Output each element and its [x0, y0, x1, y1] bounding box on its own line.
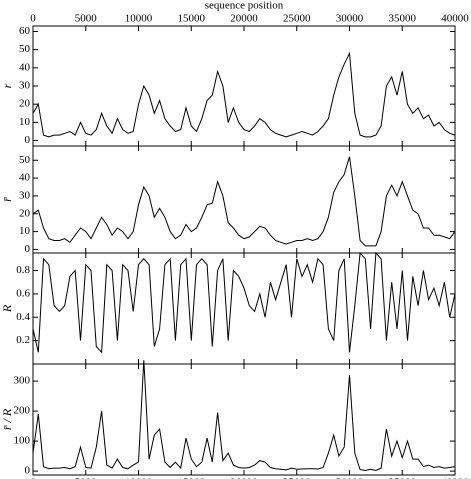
y-tick-label: 200 [14, 405, 31, 417]
x-tick-label: 20000 [230, 13, 258, 25]
y-tick-label: 50 [19, 43, 31, 55]
y-tick-label: 30 [19, 80, 31, 92]
x-tick-label: 10000 [125, 13, 153, 25]
y-tick-label: 20 [19, 98, 31, 110]
y-tick-label: 0.4 [16, 311, 30, 323]
x-tick-label: 25000 [283, 13, 311, 25]
x-tick-label: 25000 [283, 477, 311, 479]
y-tick-label: 0 [25, 465, 31, 477]
x-tick-label: 15000 [178, 13, 206, 25]
y-tick-label: 0 [25, 243, 31, 255]
x-tick-label: 30000 [336, 13, 364, 25]
y-tick-label: 40 [19, 61, 31, 73]
y-axis-label: r [0, 83, 14, 88]
y-axis-label: r̄ [0, 197, 14, 202]
y-tick-label: 60 [19, 25, 31, 37]
panel-frame [32, 252, 456, 365]
y-tick-label: 0.6 [16, 287, 30, 299]
x-tick-label: 40000 [441, 13, 469, 25]
data-line [32, 156, 456, 247]
y-tick-label: 30 [19, 189, 31, 201]
data-line [32, 251, 456, 354]
y-axis-label: r̄ / R [0, 408, 14, 430]
x-tick-label: 10000 [125, 477, 153, 479]
x-tick-label: 40000 [441, 477, 469, 479]
x-tick-label: 0 [30, 13, 36, 25]
y-tick-label: 0.2 [16, 334, 30, 346]
panel-frame [32, 363, 456, 476]
y-tick-label: 10 [19, 225, 31, 237]
y-tick-label: 10 [19, 116, 31, 128]
x-tick-label: 20000 [230, 477, 258, 479]
y-tick-label: 0 [25, 134, 31, 146]
y-axis-label: R [0, 304, 14, 313]
data-line [32, 51, 456, 138]
x-tick-label: 0 [30, 477, 36, 479]
y-tick-label: 0.8 [16, 264, 30, 276]
x-tick-label: 5000 [75, 13, 98, 25]
x-tick-label: 5000 [75, 477, 98, 479]
y-tick-label: 50 [19, 154, 31, 166]
y-tick-label: 20 [19, 207, 31, 219]
x-axis-label: sequence position [205, 0, 284, 12]
x-tick-label: 30000 [336, 477, 364, 479]
y-tick-label: 300 [14, 375, 31, 387]
panel-frame [32, 145, 456, 254]
y-tick-label: 100 [14, 435, 31, 447]
y-tick-label: 40 [19, 172, 31, 184]
data-line [32, 360, 456, 472]
x-tick-label: 35000 [389, 13, 417, 25]
x-tick-label: 35000 [389, 477, 417, 479]
x-tick-label: 15000 [178, 477, 206, 479]
